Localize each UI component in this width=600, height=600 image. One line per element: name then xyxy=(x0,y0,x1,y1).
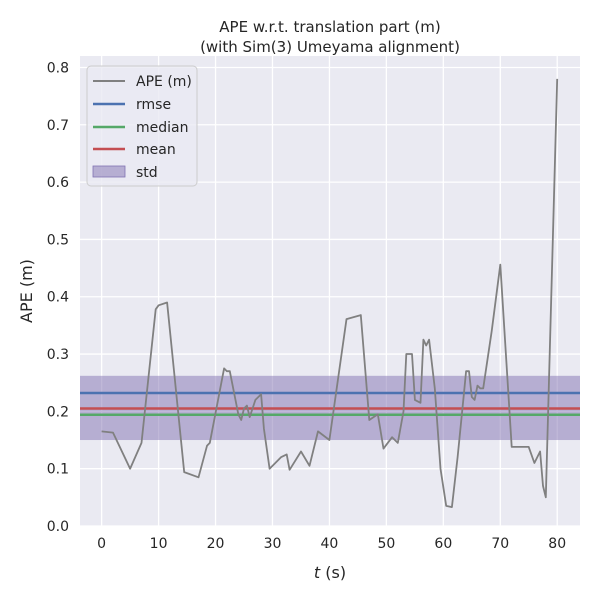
y-tick-label: 0.1 xyxy=(47,462,69,478)
legend-swatch-std xyxy=(92,165,126,178)
legend: APE (m) rmse median mean std xyxy=(86,65,198,187)
legend-label-ape: APE (m) xyxy=(136,74,192,90)
ape-line xyxy=(101,78,559,509)
x-axis-label-italic: t xyxy=(314,563,321,582)
x-tick-label: 20 xyxy=(207,536,225,552)
y-tick-label: 0.5 xyxy=(47,232,69,248)
x-tick-label: 70 xyxy=(491,536,509,552)
y-tick-label: 0.6 xyxy=(47,175,69,191)
y-tick-label: 0.3 xyxy=(47,347,69,363)
y-axis-label: APE (m) xyxy=(17,259,36,323)
series-layer xyxy=(80,78,580,509)
x-tick-label: 60 xyxy=(434,536,452,552)
y-tick-label: 0.0 xyxy=(47,519,69,535)
x-tick-label: 40 xyxy=(321,536,339,552)
legend-label-median: median xyxy=(136,120,188,136)
x-axis-label: t (s) xyxy=(314,563,346,582)
x-tick-label: 0 xyxy=(97,536,106,552)
x-tick-labels: 0 10 20 30 40 50 60 70 80 xyxy=(97,536,566,552)
y-tick-labels: 0.0 0.1 0.2 0.3 0.4 0.5 0.6 0.7 0.8 xyxy=(47,60,69,535)
y-tick-label: 0.4 xyxy=(47,290,69,306)
y-tick-label: 0.7 xyxy=(47,118,69,134)
y-tick-label: 0.2 xyxy=(47,404,69,420)
x-tick-label: 80 xyxy=(548,536,566,552)
y-tick-label: 0.8 xyxy=(47,60,69,76)
legend-box xyxy=(86,65,198,187)
legend-label-rmse: rmse xyxy=(136,97,171,113)
legend-label-mean: mean xyxy=(136,142,176,158)
x-tick-label: 30 xyxy=(264,536,282,552)
x-tick-label: 10 xyxy=(150,536,168,552)
x-tick-label: 50 xyxy=(377,536,395,552)
legend-label-std: std xyxy=(136,165,158,181)
chart-subtitle: (with Sim(3) Umeyama alignment) xyxy=(200,38,460,56)
chart-title: APE w.r.t. translation part (m) xyxy=(219,18,440,36)
x-axis-label-unit: (s) xyxy=(320,563,346,582)
